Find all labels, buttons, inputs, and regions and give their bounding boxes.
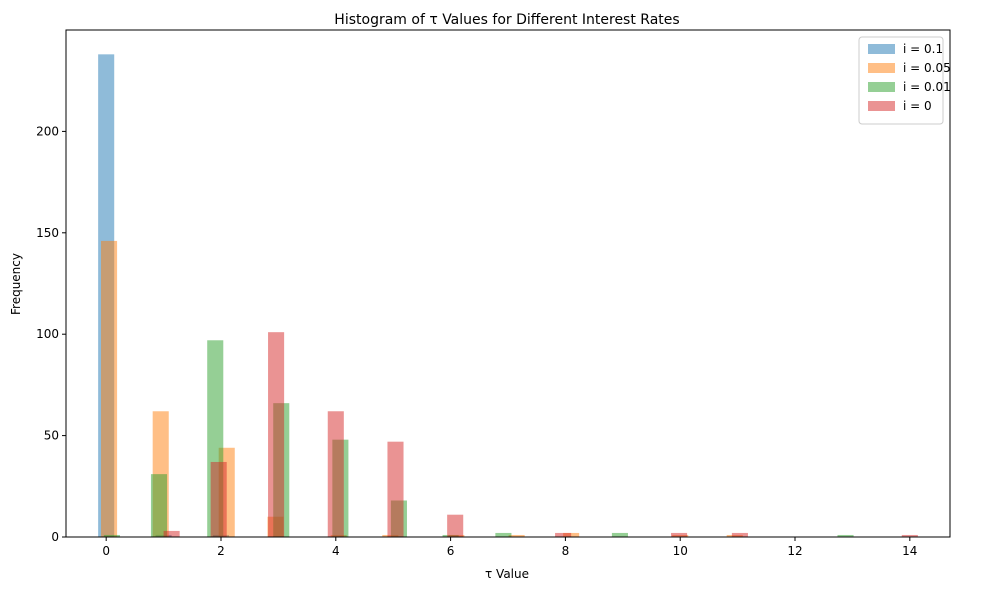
legend-swatch <box>868 101 895 111</box>
x-tick-label: 2 <box>217 544 225 558</box>
y-axis-title: Frequency <box>9 253 23 315</box>
y-tick-label: 150 <box>36 226 59 240</box>
histogram-bar <box>327 411 344 537</box>
histogram-bar <box>210 461 227 537</box>
legend-swatch <box>868 44 895 54</box>
legend-label: i = 0.1 <box>903 42 943 56</box>
y-axis: 0 50 100 150 200 <box>36 124 66 544</box>
plot-frame <box>65 29 951 538</box>
histogram-bar <box>495 532 512 537</box>
x-tick-label: 14 <box>902 544 917 558</box>
y-tick-label: 100 <box>36 327 59 341</box>
histogram-bar <box>671 532 688 537</box>
histogram-bar <box>731 532 748 537</box>
y-tick-label: 200 <box>36 124 59 138</box>
x-tick-label: 6 <box>447 544 455 558</box>
x-tick-label: 8 <box>562 544 570 558</box>
y-tick-label: 50 <box>44 429 59 443</box>
x-axis: 0 2 4 6 8 10 12 14 <box>102 537 917 558</box>
chart-title: Histogram of τ Values for Different Inte… <box>334 12 679 28</box>
histogram-bar <box>268 332 285 537</box>
histogram-bar <box>508 534 525 537</box>
bars-layer <box>98 54 918 538</box>
x-tick-label: 4 <box>332 544 340 558</box>
histogram-bar <box>163 530 180 537</box>
histogram-bar <box>611 532 628 537</box>
x-axis-title: τ Value <box>485 567 529 581</box>
legend-swatch <box>868 82 895 92</box>
x-tick-label: 10 <box>673 544 688 558</box>
y-tick-label: 0 <box>51 530 59 544</box>
histogram-bar <box>387 441 404 537</box>
x-tick-label: 0 <box>102 544 110 558</box>
x-tick-label: 12 <box>787 544 802 558</box>
histogram-bar <box>150 474 168 537</box>
histogram-bar <box>447 514 464 537</box>
histogram-bar <box>901 534 918 537</box>
legend-label: i = 0.01 <box>903 80 951 94</box>
histogram-bar <box>837 534 854 537</box>
series-3 <box>163 332 918 537</box>
legend-swatch <box>868 63 895 73</box>
legend-label: i = 0 <box>903 99 932 113</box>
histogram-bar <box>555 532 572 537</box>
legend-label: i = 0.05 <box>903 61 951 75</box>
histogram-bar <box>103 534 120 537</box>
histogram-bar <box>101 240 118 538</box>
legend: i = 0.1 i = 0.05 i = 0.01 i = 0 <box>858 36 951 125</box>
